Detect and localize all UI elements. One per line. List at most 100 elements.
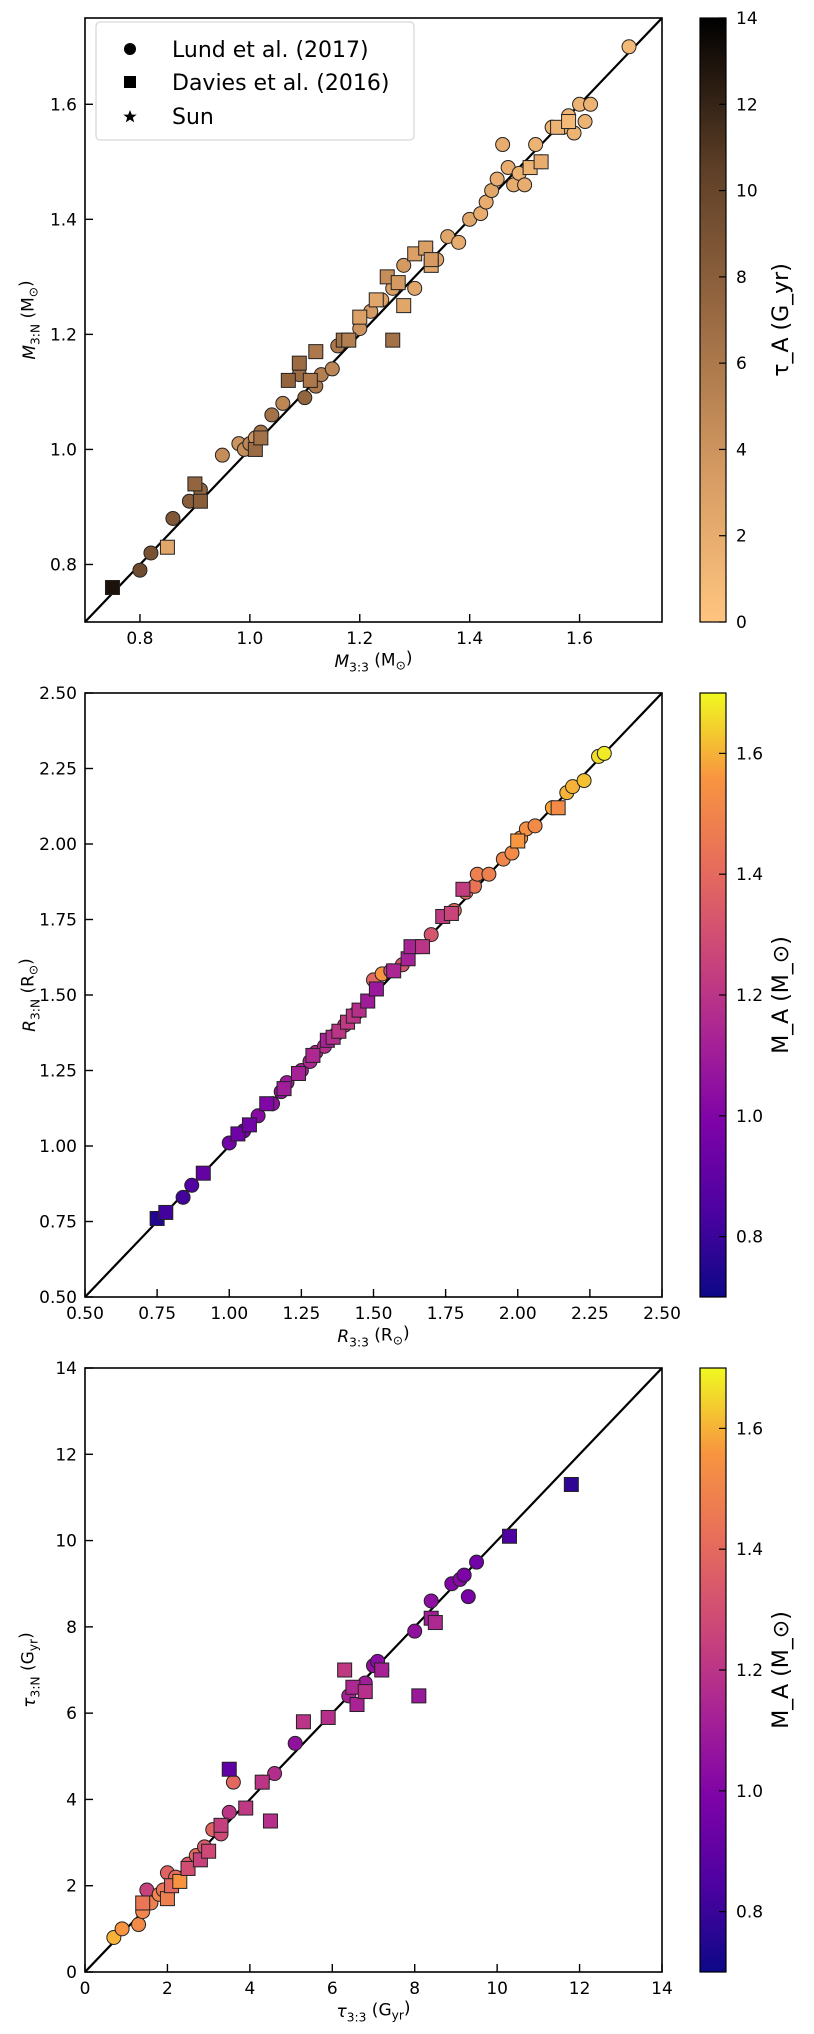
y-tick-label: 1.0 bbox=[50, 440, 77, 460]
legend-label-lund: Lund et al. (2017) bbox=[172, 38, 369, 63]
x-tick-label: 1.2 bbox=[346, 629, 373, 649]
legend-label-sun: Sun bbox=[172, 105, 214, 130]
y-tick-label: 0 bbox=[66, 1963, 77, 1983]
data-point-circle bbox=[214, 447, 230, 463]
data-point-circle bbox=[287, 1735, 303, 1751]
data-point-circle bbox=[469, 1554, 485, 1570]
data-point-circle bbox=[275, 395, 291, 411]
data-point-circle bbox=[596, 745, 612, 761]
colorbar-tick-label: 4 bbox=[736, 440, 747, 460]
x-tick-label: 1.0 bbox=[236, 629, 263, 649]
data-point-circle bbox=[528, 137, 544, 153]
colorbar-label: M_A (M_⊙) bbox=[769, 936, 794, 1054]
data-point-square bbox=[308, 344, 324, 360]
colorbar-tick-label: 14 bbox=[736, 9, 758, 29]
colorbar-label: τ_A (G_yr) bbox=[769, 263, 794, 377]
data-point-circle bbox=[481, 866, 497, 882]
colorbar-tick-label: 1.4 bbox=[736, 1540, 763, 1560]
data-point-square bbox=[352, 309, 368, 325]
y-tick-label: 0.50 bbox=[39, 1288, 77, 1308]
data-point-square bbox=[357, 1684, 373, 1700]
data-point-square bbox=[159, 1891, 175, 1907]
data-point-square bbox=[180, 1860, 196, 1876]
radius-comparison-panel: 0.50 0.75 1.00 1.25 1.50 1.75 2.00 2.25 2.50 0.50… bbox=[17, 684, 794, 1349]
y-tick-label: 2 bbox=[66, 1877, 77, 1897]
legend-frame bbox=[95, 21, 415, 141]
x-tick-label: 1.00 bbox=[210, 1304, 248, 1324]
legend-square-marker bbox=[124, 76, 136, 88]
colorbar-tick-label: 12 bbox=[736, 95, 758, 115]
x-tick-label: 12 bbox=[569, 1979, 591, 1999]
data-point-circle bbox=[297, 390, 313, 406]
y-tick-label: 1.2 bbox=[50, 325, 77, 345]
x-tick-label: 0.75 bbox=[138, 1304, 176, 1324]
y-tick-label: 1.4 bbox=[50, 210, 77, 230]
x-tick-label: 4 bbox=[244, 1979, 255, 1999]
data-point-square bbox=[374, 1662, 390, 1678]
data-point-square bbox=[135, 1895, 151, 1911]
data-layer bbox=[85, 18, 662, 622]
data-point-square bbox=[213, 1817, 229, 1833]
data-point-circle bbox=[114, 1921, 130, 1937]
data-point-square bbox=[533, 154, 549, 170]
data-point-square bbox=[385, 332, 401, 348]
colorbar-tick-label: 6 bbox=[736, 354, 747, 374]
data-point-square bbox=[259, 1096, 275, 1112]
colorbar-tick-label: 1.6 bbox=[736, 1419, 763, 1439]
data-point-circle bbox=[324, 361, 340, 377]
data-point-square bbox=[423, 252, 439, 268]
data-point-circle bbox=[175, 1189, 191, 1205]
data-point-square bbox=[221, 1761, 237, 1777]
colorbar-tick-label: 1.0 bbox=[736, 1782, 763, 1802]
data-point-circle bbox=[264, 407, 280, 423]
data-point-square bbox=[302, 372, 318, 388]
data-point-circle bbox=[143, 545, 159, 561]
x-tick-label: 1.50 bbox=[355, 1304, 393, 1324]
x-tick-label: 1.4 bbox=[456, 629, 483, 649]
y-tick-label: 2.25 bbox=[39, 760, 77, 780]
data-point-square bbox=[104, 579, 120, 595]
data-point-square bbox=[187, 476, 203, 492]
data-point-square bbox=[158, 1204, 174, 1220]
y-tick-label: 2.00 bbox=[39, 835, 77, 855]
y-axis-label: M3:N (M⊙) bbox=[17, 280, 43, 359]
data-point-square bbox=[563, 1476, 579, 1492]
x-axis-label: M3:3 (M⊙) bbox=[335, 649, 413, 675]
data-point-square bbox=[238, 1800, 254, 1816]
legend: Lund et al. (2017) Davies et al. (2016) … bbox=[95, 21, 415, 141]
y-tick-label: 1.50 bbox=[39, 986, 77, 1006]
data-point-square bbox=[280, 372, 296, 388]
data-point-square bbox=[172, 1873, 188, 1889]
y-tick-label: 2.50 bbox=[39, 684, 77, 704]
y-tick-label: 0.75 bbox=[39, 1213, 77, 1233]
data-point-square bbox=[195, 1165, 211, 1181]
data-point-circle bbox=[565, 779, 581, 795]
colorbar-tick-label: 1.6 bbox=[736, 744, 763, 764]
y-tick-label: 6 bbox=[66, 1704, 77, 1724]
data-point-square bbox=[192, 493, 208, 509]
x-tick-label: 2.50 bbox=[643, 1304, 681, 1324]
data-point-square bbox=[295, 1714, 311, 1730]
data-point-square bbox=[427, 1615, 443, 1631]
data-point-square bbox=[510, 833, 526, 849]
data-layer bbox=[85, 1368, 662, 1972]
colorbar-label: M_A (M_⊙) bbox=[769, 1611, 794, 1729]
data-point-square bbox=[386, 963, 402, 979]
colorbar-tick-label: 0.8 bbox=[736, 1228, 763, 1248]
data-point-square bbox=[253, 430, 269, 446]
data-point-square bbox=[262, 1813, 278, 1829]
data-point-circle bbox=[407, 280, 423, 296]
colorbar bbox=[699, 17, 727, 623]
data-point-circle bbox=[489, 171, 505, 187]
x-tick-label: 6 bbox=[327, 1979, 338, 1999]
x-tick-label: 8 bbox=[409, 1979, 420, 1999]
data-point-circle bbox=[576, 773, 592, 789]
data-point-circle bbox=[407, 1623, 423, 1639]
x-tick-label: 2.25 bbox=[571, 1304, 609, 1324]
colorbar-tick-label: 8 bbox=[736, 268, 747, 288]
data-point-square bbox=[561, 114, 577, 130]
data-point-circle bbox=[517, 177, 533, 193]
x-axis-label: τ3:3 (Gyr) bbox=[336, 1999, 410, 2025]
y-tick-label: 10 bbox=[55, 1532, 77, 1552]
